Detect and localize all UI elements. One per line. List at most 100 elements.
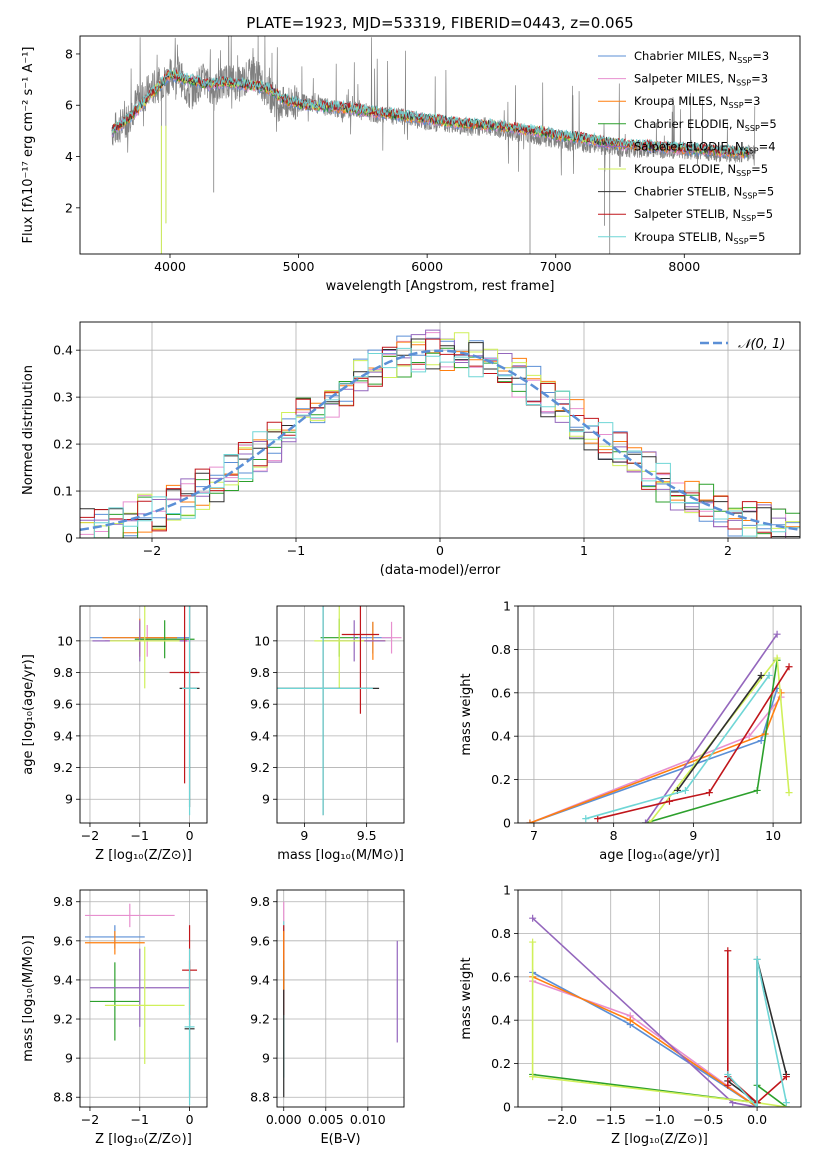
errorbar [104,946,185,1064]
x-tick-label: 0.0 [747,1112,767,1127]
y-tick-label: 8.8 [250,1090,270,1105]
y-tick-label: 0.8 [491,926,511,941]
y-tick-label: 0.8 [491,642,511,657]
mass-weight-marker [782,1073,790,1081]
y-tick-label: 1 [503,883,511,898]
x-tick-label: 0 [186,1112,194,1127]
legend-label-sub: SSP [737,56,752,65]
legend-label-sub: SSP [734,237,749,246]
y-tick-label: 6 [65,98,73,113]
axes-frame [79,889,208,1108]
normal-reference-curve [80,349,800,532]
mass-weight-marker [745,732,753,740]
errorbar [84,903,175,928]
x-tick-label: −1 [131,828,149,843]
residual-histogram [80,341,800,538]
y-tick-label: 9.6 [250,933,270,948]
panel-mass-vs-EBV: 0.000 0.005 0.010 8.8 9 9.2 9.4 9.6 9.8 E(B-V) [250,889,405,1147]
errorbar [184,948,195,1106]
x-tick-label: −1 [287,543,305,558]
mass-weight-marker [626,1016,634,1024]
residual-histogram [80,332,800,538]
y-tick-label: 9.6 [53,933,73,948]
mass-weight-marker [753,786,761,794]
y-tick-label: 9.8 [250,894,270,909]
errorbar [381,621,402,654]
legend-label-value: =5 [757,185,774,199]
x-tick-label: 7000 [540,259,572,274]
panel-massweight-vs-Z: −2.0 −1.5 −1.0 −0.5 0.0 0 0.2 0.4 0.6 0.8 1 Z [log₁… [459,883,802,1147]
x-tick-label: −1.0 [644,1112,674,1127]
legend-label-main: Kroupa MILES, N [634,94,729,108]
x-axis-label: Z [log₁₀(Z/Z⊙)] [611,1132,708,1147]
y-tick-label: 0.2 [53,437,73,452]
legend-label-value: =3 [744,94,761,108]
y-tick-label: 0 [503,1100,511,1115]
y-tick-label: 8 [65,46,73,61]
y-tick-label: 0.1 [53,484,73,499]
y-tick-label: 0.6 [491,685,511,700]
y-tick-label: 9.8 [250,665,270,680]
legend-label-value: =4 [759,139,776,153]
mass-weight-marker [757,737,765,745]
axes-frame [276,605,405,824]
x-tick-label: −1 [131,1112,149,1127]
mass-weight-marker [724,1081,732,1089]
plot-area [518,890,801,1107]
y-tick-label: 9 [262,1051,270,1066]
legend-label: Salpeter STELIB, NSSP=5 [634,207,773,223]
y-tick-label: 10 [57,633,73,648]
y-axis-label: mass weight [459,673,474,755]
x-axis-label: mass [log₁₀(M/M⊙)] [277,848,404,863]
y-tick-label: 9.4 [250,728,270,743]
legend-label-main: Kroupa STELIB, N [634,230,734,244]
residual-histogram [80,332,800,538]
legend-label-value: =5 [756,207,773,221]
x-tick-label: −2 [81,828,99,843]
mass-weight-marker [642,819,650,823]
y-tick-label: 9.8 [53,894,73,909]
plot-area [518,606,801,823]
chart-title: PLATE=1923, MJD=53319, FIBERID=0443, z=0… [246,14,633,32]
errorbar [182,606,198,816]
x-tick-label: 9.5 [357,828,377,843]
plot-area [277,606,404,823]
y-tick-label: 9.6 [250,697,270,712]
errorbar [89,962,140,1041]
legend-label-value: =5 [751,162,768,176]
y-tick-label: 9.8 [53,665,73,680]
x-tick-label: 0.005 [308,1112,344,1127]
mass-weight-marker [753,1103,761,1107]
axes-frame [276,889,405,1108]
y-tick-label: 0.2 [491,772,511,787]
y-tick-label: 9.6 [53,697,73,712]
plot-area [80,322,800,538]
errorbar [89,948,190,1027]
mass-weight-marker [681,786,689,794]
legend-label-main: Salpeter MILES, N [634,72,736,86]
y-tick-label: 0.3 [53,390,73,405]
legend-label-value: =5 [749,230,766,244]
legend-label-main: Chabrier STELIB, N [634,185,742,199]
mass-weight-marker [705,789,713,797]
errorbar [341,606,380,714]
normal-legend-label: 𝒩(0, 1) [738,337,785,352]
y-tick-label: 9.2 [53,760,73,775]
x-tick-label: 0 [186,828,194,843]
y-tick-label: 9.4 [250,972,270,987]
panel-spectrum: 4000 5000 6000 7000 8000 2 4 6 8 wavelength [Angs… [21,35,801,294]
y-tick-label: 9.2 [250,760,270,775]
legend-label-sub: SSP [744,146,759,155]
panel-massweight-vs-age: 7 8 9 10 0 0.2 0.4 0.6 0.8 1 age [log₁₀(age/yr)] ma… [459,599,802,863]
errorbar [277,606,373,816]
mass-weight-marker [594,815,602,823]
x-tick-label: 6000 [411,259,443,274]
mass-weight-marker [785,789,793,797]
mass-weight-marker [773,654,781,662]
x-tick-label: −0.5 [693,1112,723,1127]
legend-label-sub: SSP [736,79,751,88]
errorbar [84,931,145,955]
x-tick-label: 5000 [283,259,315,274]
